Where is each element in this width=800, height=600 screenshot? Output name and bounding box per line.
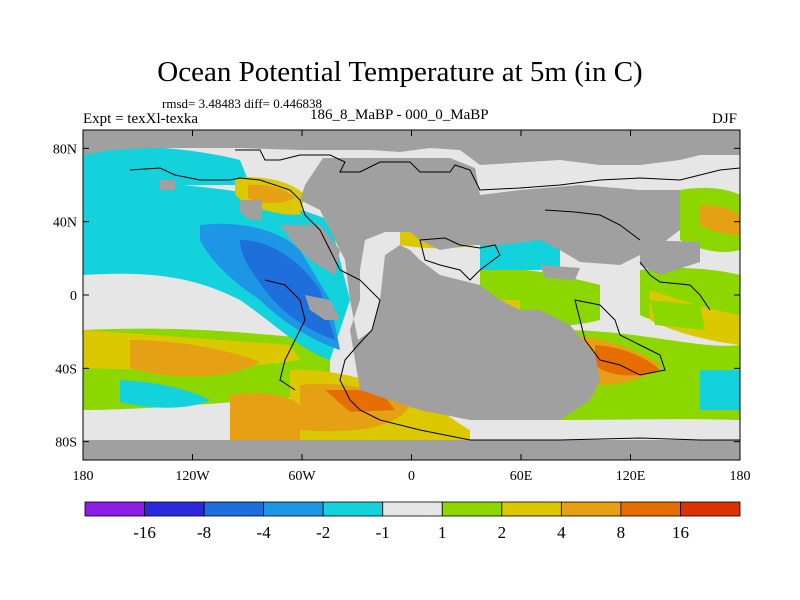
experiment-label: Expt = texXl-texka [83, 111, 199, 127]
colorbar-swatch [620, 501, 681, 517]
colorbar-label: -8 [197, 523, 211, 542]
colorbar-swatch [263, 501, 324, 517]
x-tick-label: 120W [175, 469, 210, 484]
y-tick-label: 40S [55, 362, 77, 377]
x-tick-label: 60E [510, 469, 533, 484]
colorbar-swatch [203, 501, 265, 517]
colorbar-swatch [84, 501, 145, 517]
x-tick-label: 60W [288, 469, 316, 484]
colorbar-label: 1 [438, 523, 447, 542]
colorbar-label: -2 [316, 523, 330, 542]
land-mask [83, 130, 740, 460]
y-tick-label: 80S [55, 436, 77, 451]
colorbar-swatch [680, 501, 741, 517]
difference-label: 186_8_MaBP - 000_0_MaBP [310, 107, 489, 123]
colorbar-label: 2 [498, 523, 507, 542]
colorbar-swatch [560, 501, 622, 517]
season-label: DJF [712, 111, 738, 127]
stats-label: rmsd= 3.48483 diff= 0.446838 [162, 96, 322, 111]
colorbar-label: 4 [557, 523, 566, 542]
chart-title: Ocean Potential Temperature at 5m (in C) [157, 56, 643, 88]
colorbar-swatch [144, 501, 205, 517]
colorbar-swatch [441, 501, 503, 517]
x-tick-label: 180 [73, 469, 94, 484]
colorbar: -16 -8 -4 -2 -1 1 2 4 8 16 [84, 501, 741, 542]
colorbar-label: -16 [133, 523, 156, 542]
colorbar-label: 8 [617, 523, 626, 542]
colorbar-label: -4 [257, 523, 272, 542]
colorbar-swatch [382, 501, 443, 517]
map-plot [83, 130, 740, 460]
colorbar-swatch [322, 501, 384, 517]
x-tick-label: 120E [616, 469, 646, 484]
x-tick-label: 180 [730, 469, 751, 484]
y-tick-label: 40N [53, 216, 77, 231]
axis-ticks: 180 120W 60W 0 60E 120E 180 80N 40N 0 40S 80S [53, 130, 751, 484]
colorbar-label: 16 [672, 523, 689, 542]
x-tick-label: 0 [408, 469, 415, 484]
coastlines [129, 149, 740, 441]
y-tick-label: 0 [70, 289, 77, 304]
colorbar-swatch [501, 501, 562, 517]
colorbar-label: -1 [376, 523, 390, 542]
y-tick-label: 80N [53, 142, 77, 157]
temperature-anomaly-field [83, 145, 740, 445]
